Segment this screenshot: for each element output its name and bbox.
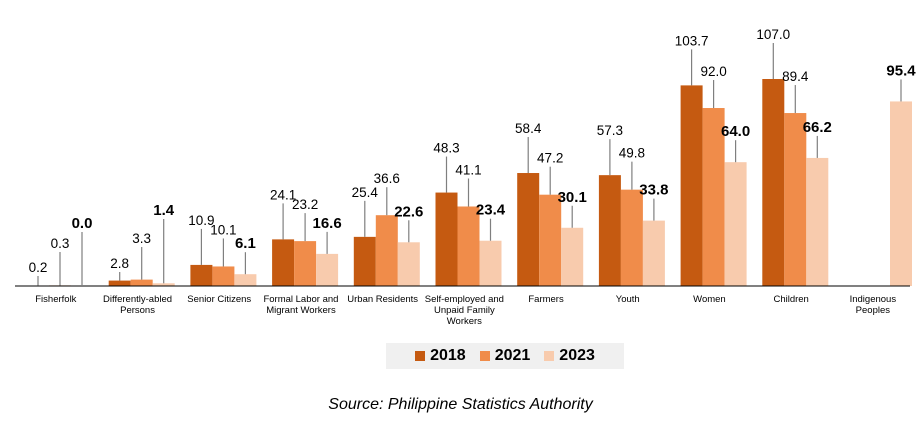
bar-urban-residents-2021 [375, 215, 398, 286]
value-label-urban-residents-2021: 36.6 [374, 171, 400, 186]
bar-self-employed-and-unpaid-family-workers-2018 [435, 192, 458, 286]
value-label-formal-labor-and-migrant-workers-2018: 24.1 [270, 187, 296, 202]
legend-swatch-2021 [479, 351, 490, 361]
category-label-indigenous-peoples-line-2: Peoples [856, 305, 891, 316]
bar-farmers-2018 [517, 173, 540, 286]
value-label-fisherfolk-2018: 0.2 [29, 260, 48, 275]
category-label-urban-residents: Urban Residents [347, 294, 418, 305]
value-label-women-2023: 64.0 [721, 123, 750, 140]
bar-children-2021 [784, 113, 807, 286]
bar-senior-citizens-2018 [190, 264, 213, 286]
legend-swatch-2023 [544, 351, 555, 361]
category-label-differently-abled-persons-line-1: Differently-abled [103, 294, 172, 305]
bar-self-employed-and-unpaid-family-workers-2021 [457, 206, 480, 286]
category-label-differently-abled-persons-line-2: Persons [120, 305, 155, 316]
bar-farmers-2023 [561, 227, 584, 286]
category-label-farmers: Farmers [528, 294, 564, 305]
value-label-self-employed-and-unpaid-family-workers-2023: 23.4 [476, 202, 506, 219]
value-label-farmers-2021: 47.2 [537, 151, 563, 166]
value-label-indigenous-peoples-2023: 95.4 [886, 62, 916, 79]
category-label-women: Women [693, 294, 726, 305]
category-label-self-employed-and-unpaid-family-workers-line-1: Self-employed and [425, 294, 504, 305]
bar-children-2023 [806, 157, 829, 286]
bar-youth-2021 [620, 189, 643, 286]
bar-senior-citizens-2021 [212, 266, 235, 286]
bar-women-2021 [702, 108, 725, 286]
value-label-fisherfolk-2021: 0.3 [51, 236, 70, 251]
value-label-self-employed-and-unpaid-family-workers-2018: 48.3 [433, 141, 459, 156]
value-label-children-2023: 66.2 [803, 119, 832, 136]
bar-self-employed-and-unpaid-family-workers-2023 [479, 240, 502, 286]
bar-indigenous-peoples-2023 [890, 101, 912, 286]
bar-formal-labor-and-migrant-workers-2021 [294, 241, 317, 286]
bar-urban-residents-2018 [353, 236, 376, 286]
value-label-differently-abled-persons-2018: 2.8 [110, 256, 129, 271]
value-label-fisherfolk-2023: 0.0 [72, 215, 93, 232]
category-label-self-employed-and-unpaid-family-workers-line-2: Unpaid Family [434, 305, 495, 316]
value-label-senior-citizens-2018: 10.9 [188, 213, 214, 228]
value-label-formal-labor-and-migrant-workers-2021: 23.2 [292, 197, 318, 212]
bar-youth-2018 [598, 175, 621, 286]
bar-senior-citizens-2023 [234, 274, 257, 286]
bar-differently-abled-persons-2021 [130, 279, 153, 286]
bar-farmers-2021 [539, 194, 562, 286]
bar-women-2023 [724, 162, 747, 286]
legend-label-2023: 2023 [559, 347, 595, 364]
bar-youth-2023 [642, 220, 665, 286]
value-label-farmers-2023: 30.1 [558, 189, 587, 206]
bar-differently-abled-persons-2018 [108, 280, 131, 286]
value-label-differently-abled-persons-2021: 3.3 [132, 231, 151, 246]
bar-women-2018 [680, 85, 703, 286]
category-label-children: Children [773, 294, 808, 305]
category-label-formal-labor-and-migrant-workers-line-1: Formal Labor and [263, 294, 338, 305]
value-label-youth-2021: 49.8 [619, 146, 645, 161]
value-label-urban-residents-2018: 25.4 [352, 185, 379, 200]
value-label-differently-abled-persons-2023: 1.4 [153, 202, 175, 219]
category-label-senior-citizens: Senior Citizens [187, 294, 251, 305]
legend-swatch-2018 [415, 351, 426, 361]
legend: 2018 2021 2023 [386, 343, 624, 369]
legend-label-2021: 2021 [494, 347, 531, 364]
value-label-youth-2023: 33.8 [639, 182, 668, 199]
category-label-formal-labor-and-migrant-workers-line-2: Migrant Workers [266, 305, 336, 316]
category-label-self-employed-and-unpaid-family-workers-line-3: Workers [447, 316, 482, 327]
category-label-indigenous-peoples-line-1: Indigenous [850, 294, 897, 305]
source-note: Source: Philippine Statistics Authority [328, 396, 593, 413]
value-label-formal-labor-and-migrant-workers-2023: 16.6 [312, 215, 341, 232]
bar-children-2018 [762, 79, 785, 286]
value-label-senior-citizens-2021: 10.1 [210, 222, 236, 237]
bar-differently-abled-persons-2023 [152, 283, 175, 286]
bar-formal-labor-and-migrant-workers-2023 [316, 253, 339, 286]
value-label-children-2018: 107.0 [756, 27, 790, 42]
value-label-youth-2018: 57.3 [597, 123, 623, 138]
category-label-fisherfolk: Fisherfolk [35, 294, 76, 305]
legend-item-2021: 2021 [479, 347, 531, 365]
value-label-women-2021: 92.0 [700, 64, 726, 79]
bar-urban-residents-2023 [397, 242, 420, 286]
bar-formal-labor-and-migrant-workers-2018 [272, 239, 295, 286]
value-label-farmers-2018: 58.4 [515, 121, 542, 136]
legend-item-2018: 2018 [415, 347, 466, 365]
legend-item-2023: 2023 [544, 347, 595, 365]
category-label-youth: Youth [616, 294, 640, 305]
value-label-women-2018: 103.7 [675, 33, 709, 48]
value-label-self-employed-and-unpaid-family-workers-2021: 41.1 [455, 162, 481, 177]
value-label-urban-residents-2023: 22.6 [394, 203, 423, 220]
value-label-children-2021: 89.4 [782, 69, 809, 84]
legend-label-2018: 2018 [430, 347, 466, 364]
value-label-senior-citizens-2023: 6.1 [235, 235, 256, 252]
